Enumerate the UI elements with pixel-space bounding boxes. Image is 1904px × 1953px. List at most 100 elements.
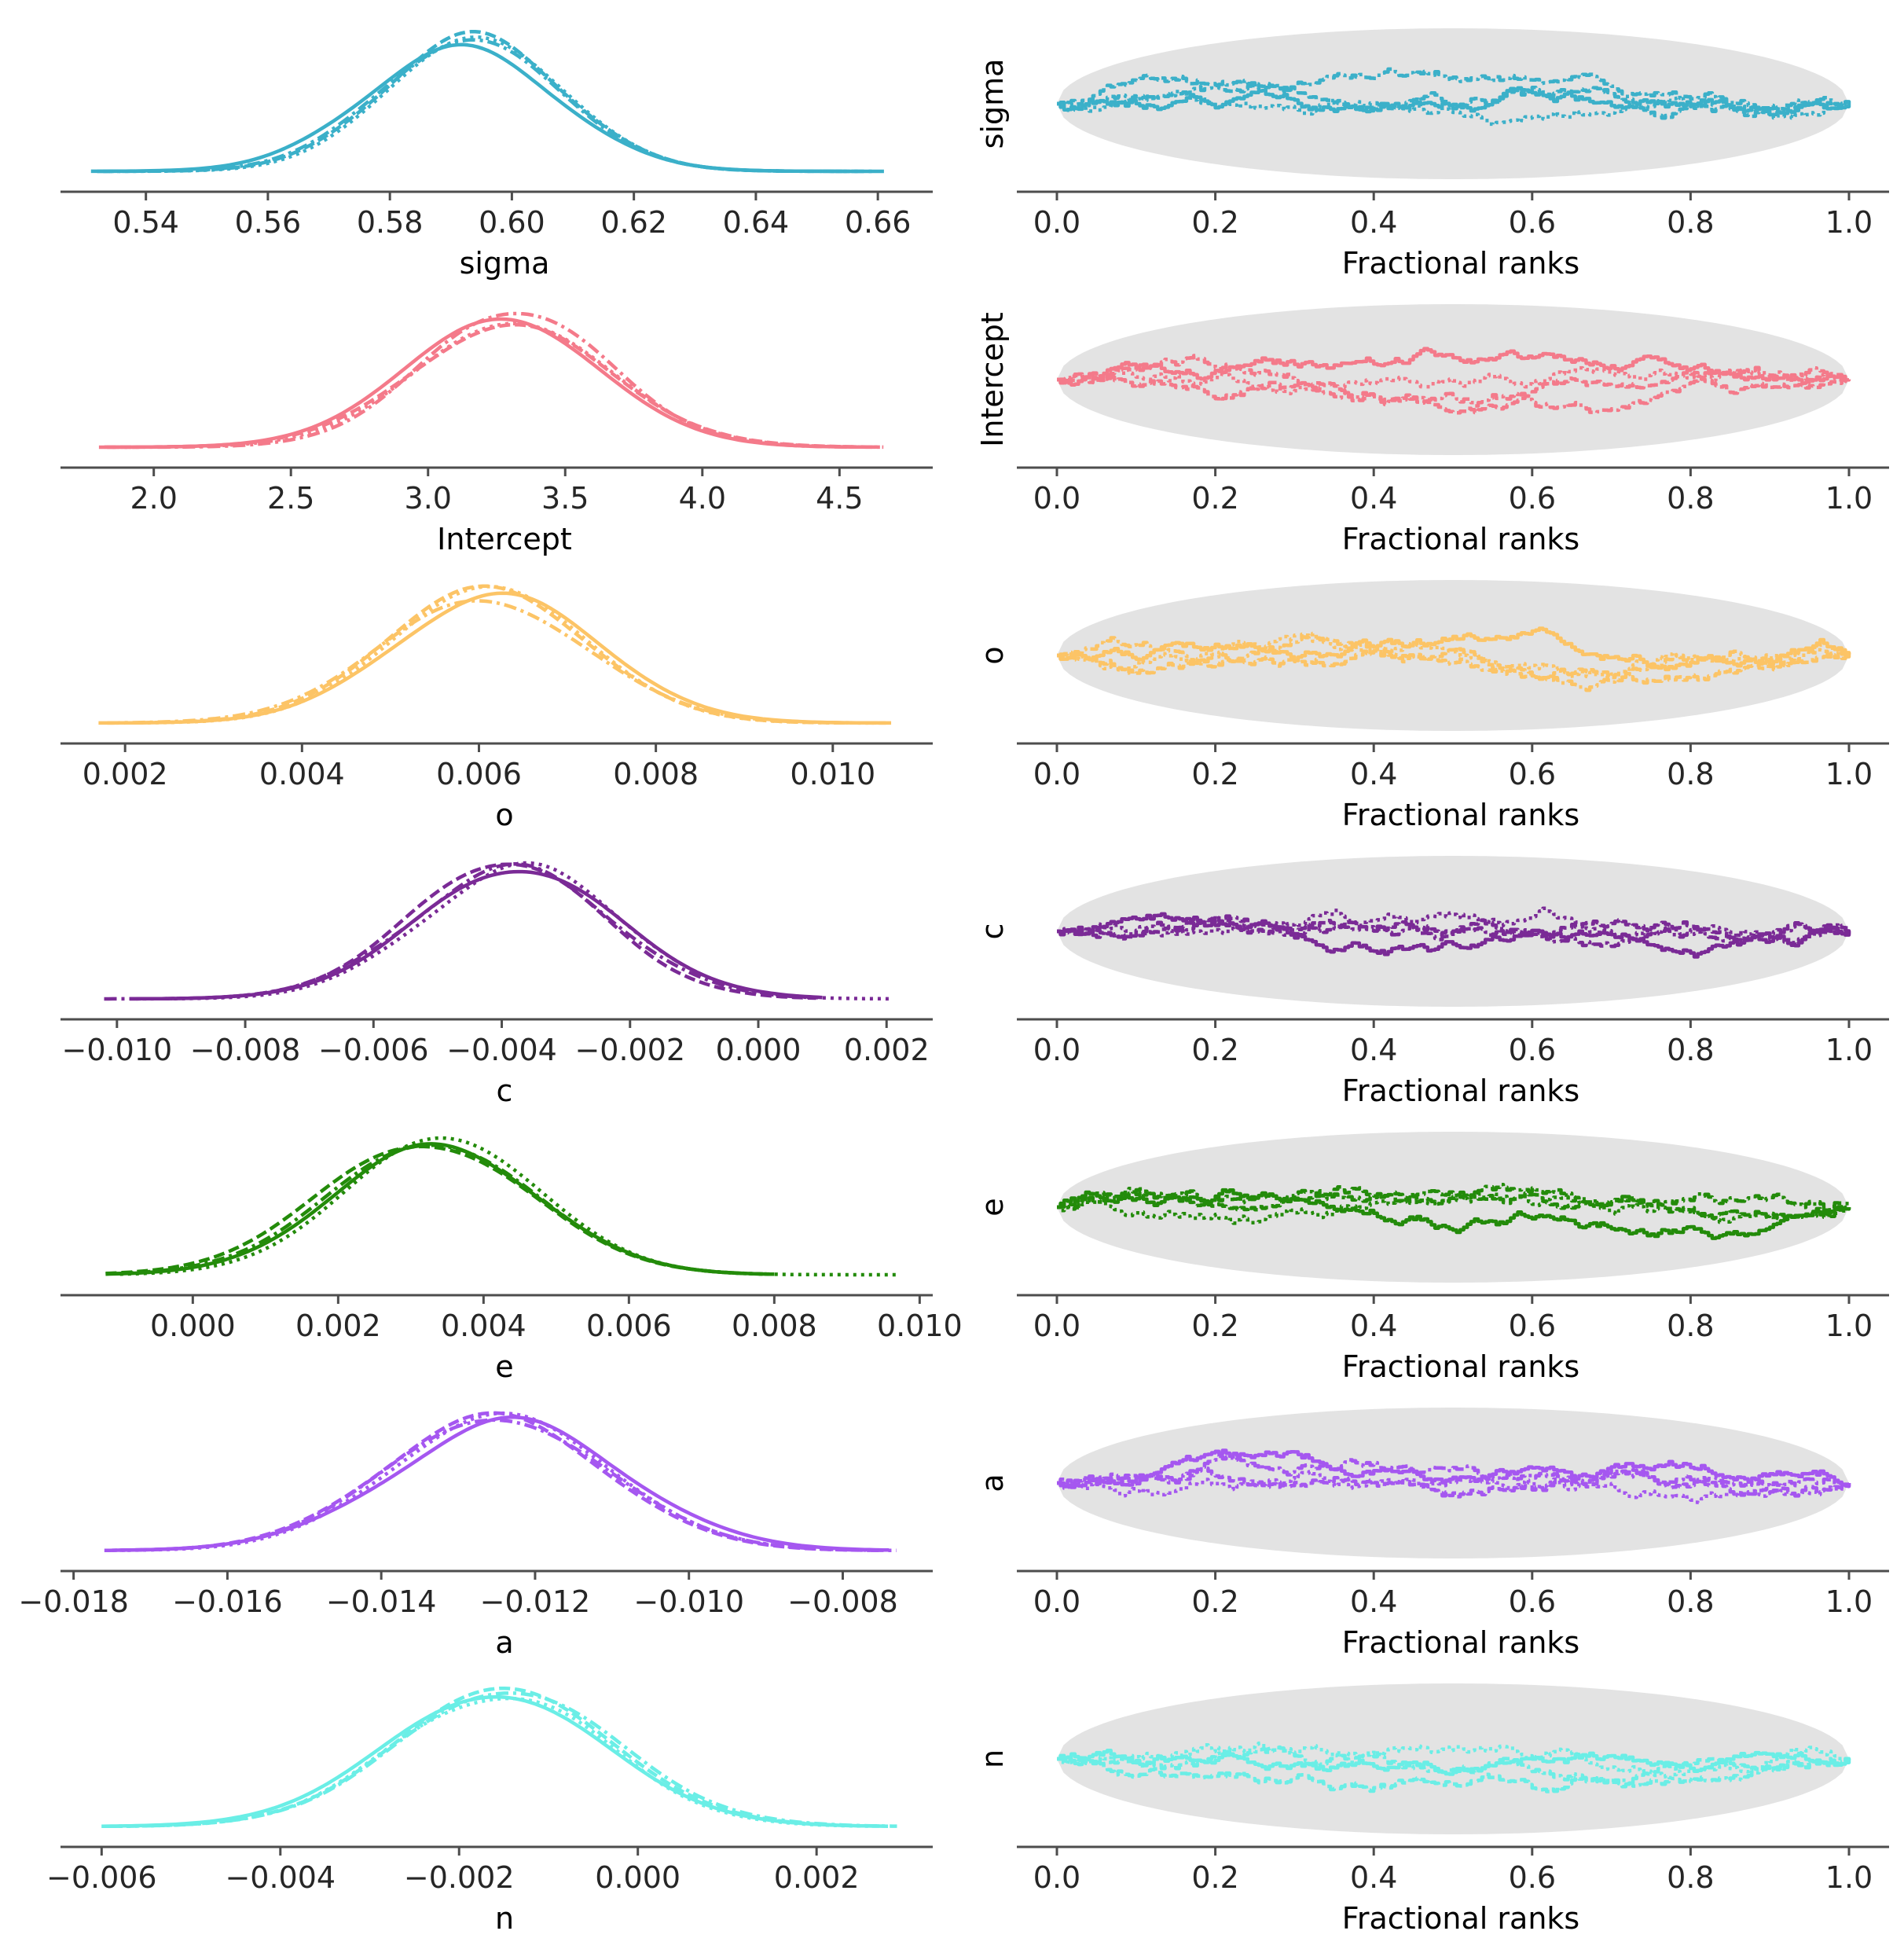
ecdf-line-chain-2: [1057, 1191, 1851, 1225]
x-tick-label: 0.000: [716, 1033, 802, 1067]
x-tick-label: 1.0: [1825, 481, 1873, 516]
x-tick-label: 1.0: [1825, 1860, 1873, 1895]
x-tick-label: 0.004: [259, 757, 345, 791]
x-tick-label: 0.56: [235, 205, 302, 240]
y-axis-label: n: [975, 1749, 1010, 1768]
kde-panel-a: −0.018 −0.016 −0.014 −0.012 −0.010 −0.008 a: [18, 1411, 933, 1660]
x-tick-label: 0.2: [1191, 757, 1238, 791]
kde-line-chain-1: [103, 30, 848, 174]
y-axis-label: sigma: [975, 59, 1010, 149]
x-tick-label: 0.0: [1033, 205, 1080, 240]
x-tick-label: 0.008: [613, 757, 699, 791]
x-tick-label: −0.004: [446, 1033, 557, 1067]
y-axis-label: Intercept: [975, 312, 1010, 447]
kde-line-chain-1: [119, 1411, 882, 1552]
x-tick-label: 0.0: [1033, 757, 1080, 791]
kde-line-chain-3: [112, 1143, 775, 1276]
ecdf-line-chain-2: [1057, 1741, 1851, 1780]
confidence-band: [1057, 1683, 1849, 1834]
x-tick-label: 0.0: [1033, 1584, 1080, 1619]
x-tick-label: 0.0: [1033, 1860, 1080, 1895]
ecdf-panel-o: 0.0 0.2 0.4 0.6 0.8 1.0 o Fractional ranks: [975, 580, 1889, 832]
x-tick-label: −0.016: [172, 1584, 283, 1619]
x-axis-label: Fractional ranks: [1342, 1349, 1579, 1384]
kde-panel-e: 0.000 0.002 0.004 0.006 0.008 0.010 e: [61, 1136, 963, 1384]
x-tick-label: 0.006: [436, 757, 522, 791]
kde-line-chain-1: [130, 862, 816, 1001]
x-tick-label: −0.006: [46, 1860, 157, 1895]
x-tick-label: 0.0: [1033, 1033, 1080, 1067]
x-tick-label: 1.0: [1825, 757, 1873, 791]
y-axis-label: e: [975, 1198, 1010, 1216]
kde-line-chain-2: [112, 321, 884, 450]
ecdf-line-chain-3: [1057, 354, 1849, 415]
x-tick-label: 3.0: [405, 481, 452, 516]
kde-line-chain-2: [116, 585, 868, 725]
kde-line-chain-3: [107, 311, 881, 450]
x-axis-label: Fractional ranks: [1342, 246, 1579, 281]
x-axis-label: Fractional ranks: [1342, 798, 1579, 832]
kde-line-chain-2: [109, 35, 860, 174]
ecdf-line-chain-3: [1057, 1746, 1851, 1788]
x-tick-label: 0.0: [1033, 1309, 1080, 1343]
confidence-band: [1057, 580, 1849, 731]
confidence-band: [1057, 1408, 1849, 1558]
x-tick-label: 0.000: [150, 1309, 236, 1343]
x-tick-label: 0.8: [1667, 1860, 1714, 1895]
x-tick-label: −0.004: [225, 1860, 336, 1895]
x-tick-label: 1.0: [1825, 205, 1873, 240]
x-axis-label: c: [497, 1074, 513, 1108]
kde-line-chain-0: [98, 591, 886, 725]
x-axis-label: Fractional ranks: [1342, 1901, 1579, 1936]
x-tick-label: 0.002: [844, 1033, 930, 1067]
x-tick-label: 1.0: [1825, 1584, 1873, 1619]
x-tick-label: 0.60: [479, 205, 545, 240]
kde-line-chain-3: [101, 1691, 897, 1829]
x-tick-label: −0.002: [404, 1860, 515, 1895]
kde-line-chain-0: [98, 317, 875, 450]
kde-line-chain-0: [101, 1694, 889, 1828]
x-tick-label: −0.002: [574, 1033, 685, 1067]
kde-line-chain-0: [136, 869, 823, 1001]
x-tick-label: −0.006: [318, 1033, 429, 1067]
x-tick-label: 0.8: [1667, 1309, 1714, 1343]
x-axis-label: Fractional ranks: [1342, 1625, 1579, 1660]
kde-line-chain-1: [105, 1144, 768, 1276]
kde-panel-o: 0.002 0.004 0.006 0.008 0.010 o: [61, 584, 933, 832]
ecdf-panel-intercept: 0.0 0.2 0.4 0.6 0.8 1.0 Intercept Fractional ra…: [975, 304, 1889, 556]
ecdf-line-chain-2: [1057, 906, 1851, 945]
x-axis-label: o: [495, 798, 513, 832]
x-tick-label: −0.010: [62, 1033, 173, 1067]
ecdf-panel-sigma: 0.0 0.2 0.4 0.6 0.8 1.0 sigma Fractional ranks: [975, 28, 1889, 281]
x-tick-label: 0.2: [1191, 205, 1238, 240]
x-tick-label: 0.002: [295, 1309, 381, 1343]
x-axis-label: n: [495, 1901, 514, 1936]
x-tick-label: 0.4: [1350, 1860, 1397, 1895]
x-tick-label: 0.64: [723, 205, 790, 240]
ecdf-line-chain-3: [1057, 1454, 1851, 1490]
x-tick-label: 3.5: [541, 481, 589, 516]
kde-line-chain-3: [104, 1418, 897, 1553]
x-tick-label: 4.5: [816, 481, 863, 516]
x-axis-label: Intercept: [437, 522, 572, 556]
kde-line-chain-0: [90, 42, 884, 174]
x-tick-label: −0.008: [787, 1584, 898, 1619]
x-tick-label: 0.2: [1191, 481, 1238, 516]
x-tick-label: 0.4: [1350, 1033, 1397, 1067]
kde-line-chain-0: [112, 1415, 890, 1552]
ecdf-line-chain-3: [1057, 67, 1851, 115]
y-axis-label: c: [975, 923, 1010, 940]
x-tick-label: 0.2: [1191, 1309, 1238, 1343]
ecdf-line-chain-2: [1057, 90, 1851, 127]
x-tick-label: 0.6: [1509, 1584, 1556, 1619]
x-tick-label: 0.2: [1191, 1033, 1238, 1067]
x-tick-label: 0.66: [845, 205, 912, 240]
ecdf-panel-e: 0.0 0.2 0.4 0.6 0.8 1.0 e Fractional ranks: [975, 1132, 1889, 1384]
x-axis-label: Fractional ranks: [1342, 1074, 1579, 1108]
x-tick-label: 0.8: [1667, 1033, 1714, 1067]
x-tick-label: 0.000: [595, 1860, 681, 1895]
x-tick-label: 0.6: [1509, 1309, 1556, 1343]
x-tick-label: 1.0: [1825, 1033, 1873, 1067]
kde-panel-c: −0.010 −0.008 −0.006 −0.004 −0.002 0.000 0.002…: [61, 861, 933, 1108]
x-tick-label: 2.5: [267, 481, 314, 516]
